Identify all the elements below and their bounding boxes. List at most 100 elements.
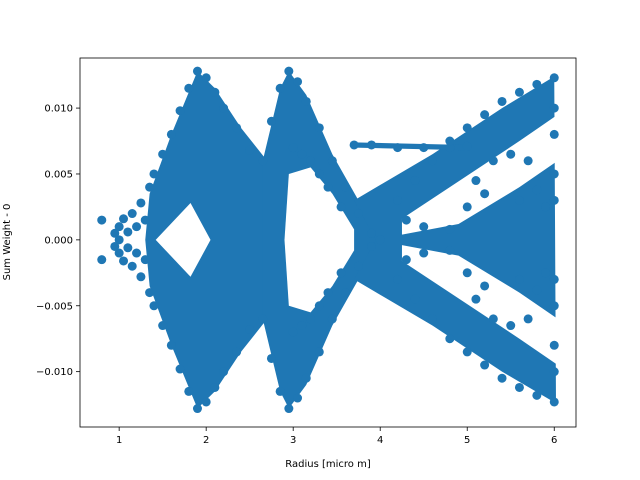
data-point bbox=[549, 73, 559, 83]
data-point bbox=[119, 214, 129, 224]
data-point bbox=[145, 288, 155, 298]
data-point bbox=[497, 96, 507, 106]
data-point bbox=[258, 156, 268, 166]
data-point bbox=[306, 156, 316, 166]
data-point bbox=[297, 321, 307, 331]
data-point bbox=[419, 222, 429, 232]
data-point bbox=[488, 156, 498, 166]
data-point bbox=[266, 353, 276, 363]
hole-fan-lower bbox=[401, 245, 558, 366]
data-point bbox=[301, 373, 311, 383]
data-point bbox=[462, 141, 472, 151]
data-point bbox=[506, 321, 516, 331]
data-point bbox=[219, 103, 229, 113]
data-point bbox=[549, 301, 559, 311]
data-point bbox=[549, 367, 559, 377]
data-point bbox=[232, 123, 242, 133]
data-point bbox=[293, 393, 303, 403]
data-point bbox=[114, 235, 124, 245]
hole-lobe-2 bbox=[284, 167, 355, 313]
data-point bbox=[336, 268, 346, 278]
data-point bbox=[166, 340, 176, 350]
data-point bbox=[532, 185, 542, 195]
x-tick-label: 4 bbox=[377, 435, 383, 446]
data-point bbox=[114, 248, 124, 258]
data-point bbox=[132, 248, 142, 258]
data-point bbox=[445, 143, 455, 153]
y-tick-label: 0.000 bbox=[44, 235, 73, 246]
data-point bbox=[445, 334, 455, 344]
data-point bbox=[462, 202, 472, 212]
data-point bbox=[258, 314, 268, 324]
data-point bbox=[110, 241, 120, 251]
data-point bbox=[514, 87, 524, 97]
data-point bbox=[367, 228, 377, 238]
data-point bbox=[123, 243, 133, 253]
x-tick-label: 6 bbox=[551, 435, 557, 446]
data-point bbox=[497, 373, 507, 383]
hole-fan-upper bbox=[401, 114, 558, 235]
data-point bbox=[314, 301, 324, 311]
data-point bbox=[327, 156, 337, 166]
x-tick-label: 3 bbox=[290, 435, 296, 446]
data-point bbox=[480, 110, 490, 120]
data-point bbox=[314, 169, 324, 179]
data-point bbox=[184, 83, 194, 93]
data-point bbox=[445, 224, 455, 234]
data-point bbox=[149, 301, 159, 311]
data-point bbox=[314, 347, 324, 357]
data-point bbox=[401, 255, 411, 265]
data-point bbox=[340, 182, 350, 192]
data-point bbox=[275, 386, 285, 396]
data-point bbox=[201, 73, 211, 83]
data-point bbox=[136, 272, 146, 282]
data-point bbox=[349, 140, 359, 150]
data-point bbox=[340, 288, 350, 298]
data-point bbox=[462, 268, 472, 278]
y-tick-label: 0.005 bbox=[44, 169, 73, 180]
data-point bbox=[114, 222, 124, 232]
y-tick-label: −0.005 bbox=[36, 301, 73, 312]
data-point bbox=[549, 397, 559, 407]
data-point bbox=[541, 202, 551, 212]
data-point bbox=[541, 268, 551, 278]
data-point bbox=[210, 87, 220, 97]
data-point bbox=[506, 149, 516, 159]
data-point bbox=[549, 129, 559, 139]
data-point bbox=[210, 382, 220, 392]
data-point bbox=[97, 255, 107, 265]
data-point bbox=[462, 347, 472, 357]
data-point bbox=[367, 241, 377, 251]
data-point bbox=[297, 149, 307, 159]
data-point bbox=[232, 347, 242, 357]
data-point bbox=[419, 248, 429, 258]
data-point bbox=[523, 314, 533, 324]
x-tick-label: 2 bbox=[203, 435, 209, 446]
data-point bbox=[427, 314, 437, 324]
data-point bbox=[245, 145, 255, 155]
data-point bbox=[145, 182, 155, 192]
data-point bbox=[158, 149, 168, 159]
x-tick-label: 1 bbox=[116, 435, 122, 446]
data-point bbox=[323, 182, 333, 192]
data-point bbox=[514, 274, 524, 284]
data-point bbox=[119, 256, 129, 266]
data-point bbox=[480, 189, 490, 199]
data-point bbox=[132, 222, 142, 232]
data-point bbox=[393, 143, 403, 153]
data-point bbox=[353, 209, 363, 219]
cloud-band bbox=[354, 142, 468, 151]
data-point bbox=[532, 390, 542, 400]
point-cloud bbox=[145, 71, 558, 409]
data-point bbox=[166, 129, 176, 139]
y-tick-label: 0.010 bbox=[44, 104, 73, 115]
data-point bbox=[245, 324, 255, 334]
data-point bbox=[367, 140, 377, 150]
data-point bbox=[549, 340, 559, 350]
data-point bbox=[419, 143, 429, 153]
data-point bbox=[175, 106, 185, 116]
data-point bbox=[306, 314, 316, 324]
data-points bbox=[97, 66, 559, 414]
data-point bbox=[149, 169, 159, 179]
plot-frame bbox=[79, 57, 577, 428]
